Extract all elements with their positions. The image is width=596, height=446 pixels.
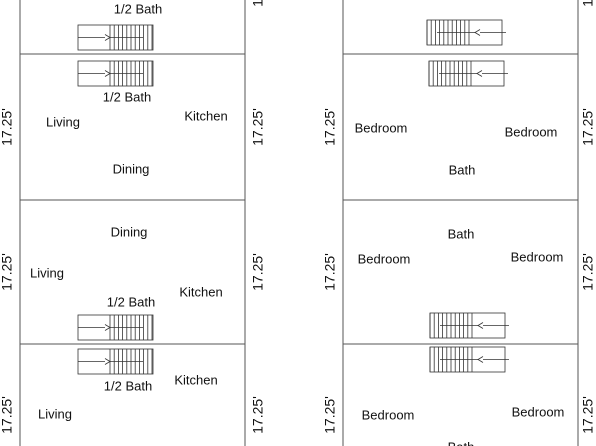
right-plan-outline [342, 0, 579, 446]
dimension-label: 17.25' [0, 253, 15, 291]
room-label: Living [38, 406, 72, 421]
stair-arrow-head [477, 322, 484, 329]
stair [77, 24, 154, 51]
room-label: Kitchen [184, 108, 227, 123]
room-label: Bedroom [511, 249, 564, 264]
walls [19, 0, 579, 446]
dimension-label: 17.25' [322, 253, 338, 291]
stair [426, 19, 506, 46]
dimension-label: 17.25' [0, 108, 15, 146]
room-label: Bath [448, 226, 475, 241]
stair [428, 60, 508, 87]
stair-arrow-head [477, 356, 484, 363]
room-label: Living [46, 114, 80, 129]
stair [77, 60, 154, 87]
room-label: Bedroom [505, 124, 558, 139]
room-label: Living [30, 265, 64, 280]
stair-arrow-head [104, 324, 111, 331]
dimension-label: 17.25' [580, 108, 596, 146]
dimension-label: 17.25' [580, 0, 596, 7]
room-label: 1/2 Bath [103, 89, 151, 104]
room-label: Kitchen [179, 284, 222, 299]
stair [429, 312, 509, 339]
room-label: Dining [111, 224, 148, 239]
dimension-label: 17.25' [580, 253, 596, 291]
room-label: Kitchen [174, 372, 217, 387]
stair [77, 348, 154, 375]
dimension-label: 17.25' [250, 108, 266, 146]
room-label: 1/2 Bath [114, 1, 162, 16]
room-label: Dining [113, 161, 150, 176]
stair-arrow-head [104, 70, 111, 77]
room-label: Bedroom [358, 251, 411, 266]
dimension-label: 17.25' [322, 396, 338, 434]
stair-arrow-head [474, 29, 481, 36]
dimension-label: 17.25' [0, 396, 15, 434]
room-label: 1/2 Bath [104, 378, 152, 393]
left-plan-outline [19, 0, 246, 446]
dimension-label: 17.25' [250, 396, 266, 434]
dimension-label: 17.25' [580, 396, 596, 434]
dimension-label: 17.25' [250, 0, 266, 7]
room-label: 1/2 Bath [107, 294, 155, 309]
stair [429, 346, 509, 373]
room-label: Bath [448, 439, 475, 446]
stair-arrow-head [476, 70, 483, 77]
dimension-label: 17.25' [322, 108, 338, 146]
stair-arrow-head [104, 34, 111, 41]
room-label: Bedroom [355, 120, 408, 135]
room-label: Bedroom [512, 404, 565, 419]
room-label: Bath [449, 162, 476, 177]
stair-arrow-head [104, 358, 111, 365]
room-label: Bedroom [362, 407, 415, 422]
stair [77, 314, 154, 341]
dimension-label: 17.25' [250, 253, 266, 291]
